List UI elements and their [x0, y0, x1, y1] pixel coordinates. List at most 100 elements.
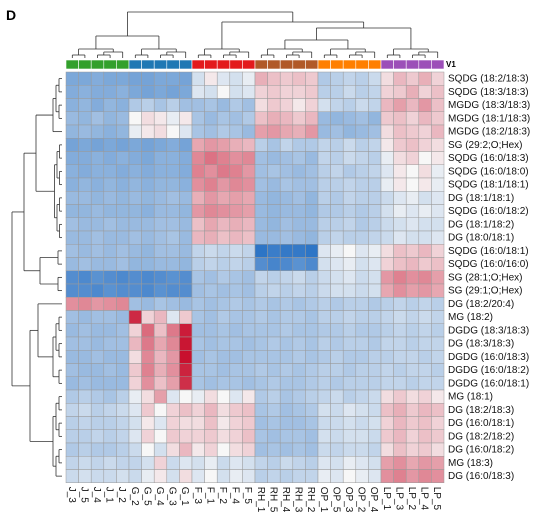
heatmap-cell: [103, 204, 117, 218]
heatmap-cell: [405, 230, 420, 245]
heatmap-cell: [342, 164, 357, 179]
heatmap-cell: [380, 164, 394, 179]
heatmap-cell: [368, 429, 382, 444]
heatmap-cell: [128, 230, 142, 245]
heatmap-cell: [405, 442, 420, 457]
column-label: OP_4: [368, 487, 379, 513]
heatmap-cell: [418, 403, 432, 417]
heatmap-cell: [292, 442, 306, 457]
heatmap-cell: [431, 217, 445, 232]
heatmap-cell: [78, 363, 92, 377]
heatmap-cell: [166, 310, 180, 324]
heatmap-cell: [116, 151, 130, 165]
heatmap-cell: [368, 297, 382, 311]
heatmap-cell: [418, 442, 432, 457]
heatmap-cell: [204, 230, 218, 245]
heatmap-cell: [116, 230, 130, 245]
heatmap-cell: [393, 442, 407, 457]
heatmap-cell: [418, 217, 432, 232]
heatmap-cell: [267, 257, 281, 271]
heatmap-cell: [355, 244, 369, 258]
heatmap-cell: [431, 98, 445, 112]
heatmap-cell: [78, 138, 92, 152]
heatmap-cell: [78, 283, 92, 298]
heatmap-cell: [141, 429, 155, 444]
heatmap-cell: [292, 297, 306, 311]
heatmap-cell: [368, 442, 382, 457]
column-label: OP_5: [330, 487, 341, 513]
heatmap-cell: [254, 124, 268, 139]
heatmap-cell: [128, 164, 142, 179]
heatmap-cell: [292, 310, 306, 324]
heatmap-cell: [355, 376, 369, 391]
heatmap-cell: [128, 151, 142, 165]
heatmap-cell: [191, 469, 205, 483]
heatmap-cell: [254, 111, 268, 126]
heatmap-cell: [242, 376, 256, 391]
heatmap-cell: [418, 416, 432, 430]
heatmap-cell: [342, 429, 357, 444]
heatmap-cell: [191, 456, 205, 470]
heatmap-cell: [166, 376, 180, 391]
heatmap-cell: [65, 244, 79, 258]
heatmap-cell: [330, 138, 344, 152]
heatmap-cell: [418, 456, 432, 470]
heatmap-cell: [279, 403, 294, 417]
heatmap-cell: [78, 111, 92, 126]
heatmap-cell: [179, 429, 193, 444]
heatmap-cell: [267, 151, 281, 165]
annotation-label: V1: [446, 60, 456, 69]
heatmap-cell: [128, 191, 142, 205]
heatmap-cell: [153, 336, 168, 351]
heatmap-cell: [317, 71, 331, 86]
heatmap-cell: [305, 244, 319, 258]
heatmap-cell: [116, 403, 130, 417]
row-label: SQDG (16:0/18:3): [448, 153, 529, 164]
heatmap-cell: [128, 297, 142, 311]
heatmap-cell: [229, 456, 243, 470]
heatmap-cell: [355, 350, 369, 364]
heatmap-cell: [355, 177, 369, 192]
heatmap-cell: [279, 217, 294, 232]
heatmap-cell: [393, 217, 407, 232]
heatmap-cell: [368, 389, 382, 404]
heatmap-cell: [418, 98, 432, 112]
heatmap-cell: [317, 98, 331, 112]
heatmap-cell: [204, 310, 218, 324]
heatmap-cell: [191, 244, 205, 258]
heatmap-cell: [380, 151, 394, 165]
heatmap-cell: [418, 283, 432, 298]
heatmap-cell: [330, 429, 344, 444]
heatmap-cell: [179, 111, 193, 126]
column-label: LP_4: [419, 487, 430, 511]
heatmap-cell: [216, 98, 231, 112]
heatmap-cell: [204, 376, 218, 391]
heatmap-cell: [116, 416, 130, 430]
heatmap-cell: [254, 98, 268, 112]
row-label: DG (18:2/18:3): [448, 405, 514, 416]
heatmap-cell: [216, 124, 231, 139]
heatmap-cell: [342, 111, 357, 126]
heatmap-cell: [317, 85, 331, 99]
heatmap-cell: [342, 297, 357, 311]
heatmap-cell: [342, 71, 357, 86]
heatmap-cell: [116, 244, 130, 258]
column-label: J_2: [116, 487, 127, 504]
heatmap-cell: [279, 469, 294, 483]
annotation-cell: [141, 59, 155, 70]
heatmap-cell: [431, 363, 445, 377]
heatmap-cell: [254, 456, 268, 470]
heatmap-cell: [166, 124, 180, 139]
heatmap-cell: [355, 283, 369, 298]
heatmap-cell: [405, 456, 420, 470]
heatmap-cell: [65, 257, 79, 271]
row-label: SQDG (18:2/18:3): [448, 74, 529, 85]
heatmap-cell: [305, 85, 319, 99]
heatmap-cell: [141, 297, 155, 311]
heatmap-cell: [128, 177, 142, 192]
heatmap-cell: [179, 323, 193, 338]
heatmap-cell: [141, 376, 155, 391]
heatmap-cell: [305, 363, 319, 377]
heatmap-cell: [65, 71, 79, 86]
heatmap-cell: [204, 98, 218, 112]
